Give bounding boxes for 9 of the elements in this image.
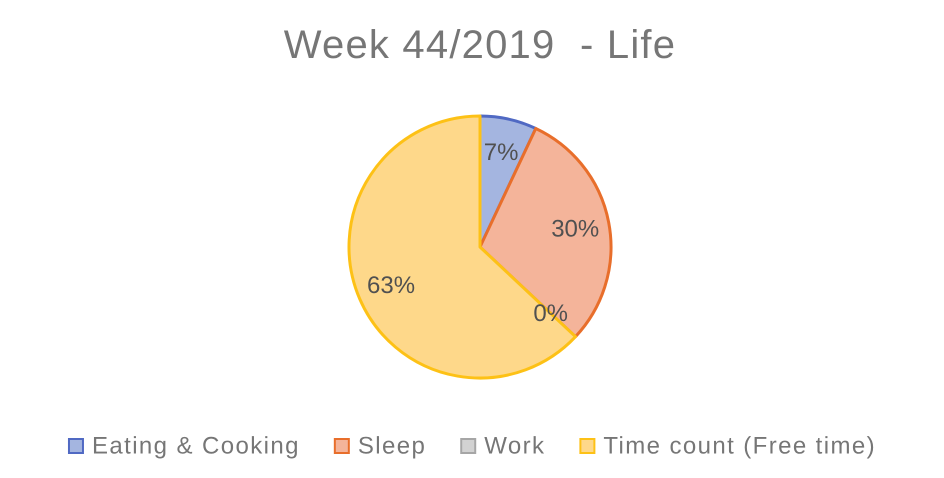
legend-label: Work (484, 432, 546, 460)
data-label: 7% (484, 138, 518, 166)
legend-label: Time count (Free time) (603, 432, 876, 460)
legend-label: Sleep (358, 432, 426, 460)
pie-slice (478, 126, 612, 338)
data-label: 63% (367, 272, 416, 299)
chart-title: Week 44/2019 - Life (284, 23, 676, 67)
legend-label: Eating & Cooking (92, 432, 300, 460)
data-label: 30% (551, 215, 600, 242)
